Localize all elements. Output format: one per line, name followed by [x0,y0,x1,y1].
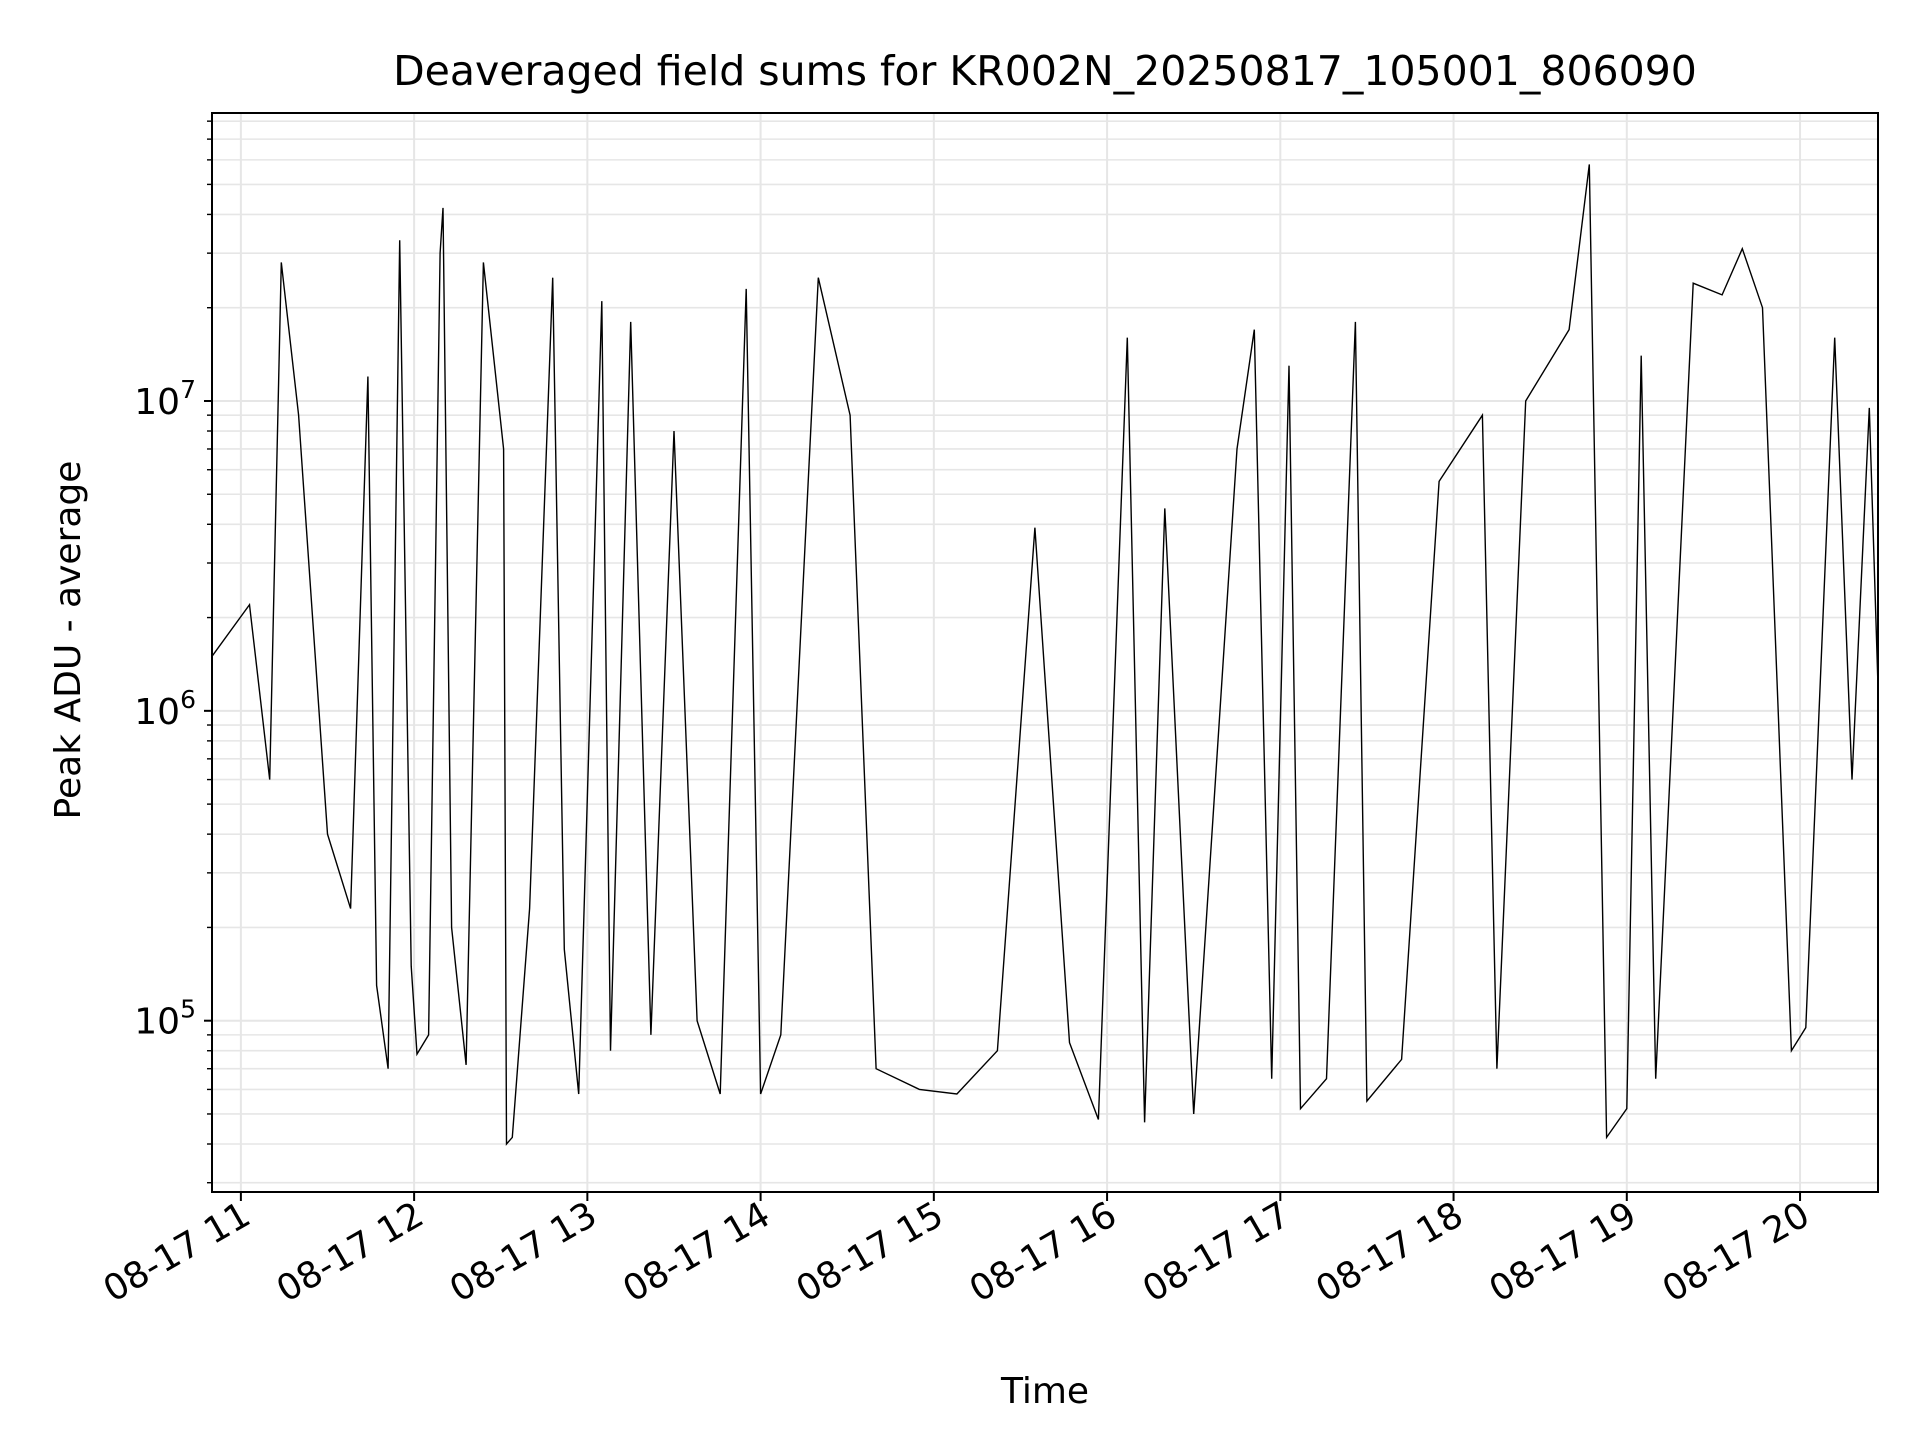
chart-title: Deaveraged field sums for KR002N_2025081… [393,47,1697,95]
series-layer [211,164,1879,1146]
series-line [211,164,1879,1146]
y-tick-label: 105 [134,995,196,1043]
y-axis-label: Peak ADU - average [48,461,89,820]
x-axis-label: Time [1000,1371,1089,1412]
y-tick-label: 107 [134,375,196,423]
y-tick-label: 106 [134,685,196,733]
plot-frame [211,112,1879,1193]
